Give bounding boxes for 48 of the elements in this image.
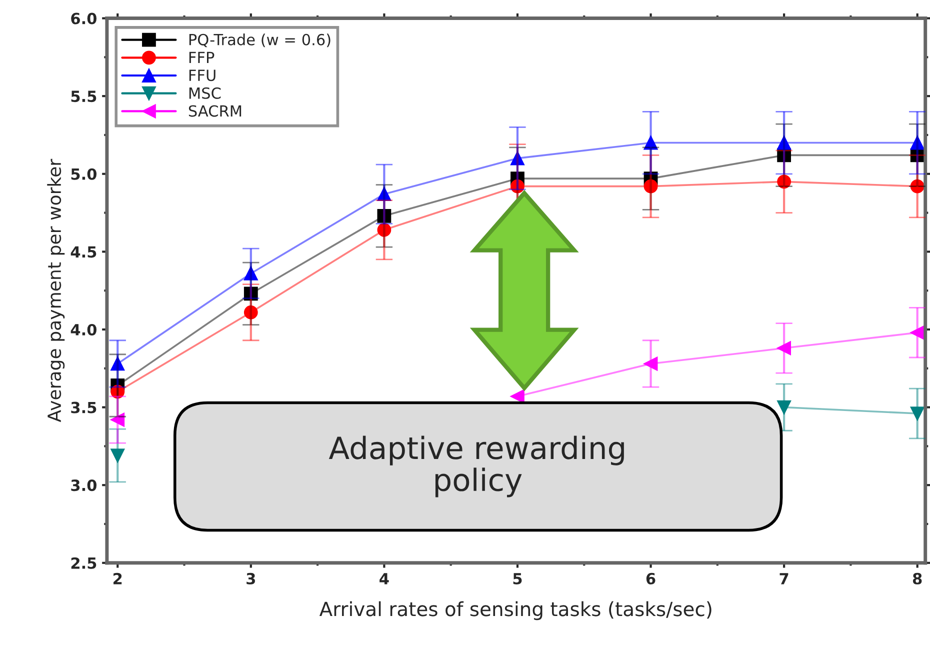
- point: [244, 305, 258, 320]
- point: [644, 136, 658, 150]
- point: [244, 286, 258, 301]
- x-tick-label: 8: [912, 572, 922, 584]
- point: [377, 208, 392, 223]
- legend-label: PQ-Trade (w = 0.6): [189, 34, 330, 48]
- point: [110, 448, 125, 462]
- point: [777, 341, 792, 356]
- point: [777, 148, 792, 162]
- y-tick-label: 2.5: [71, 557, 96, 569]
- y-axis-title: Average payment per worker: [47, 158, 65, 422]
- point: [377, 222, 392, 237]
- annotation: Adaptive rewarding policy: [328, 436, 624, 498]
- legend-label: FFU: [189, 70, 216, 82]
- y-tick-label: 6.0: [71, 12, 96, 24]
- point: [644, 179, 658, 194]
- point: [777, 136, 792, 150]
- y-tick-label: 3.5: [71, 402, 96, 414]
- x-tick-label: 7: [780, 573, 788, 584]
- y-tick-label: 5.0: [71, 168, 96, 180]
- point: [110, 412, 125, 427]
- point: [510, 389, 524, 404]
- point: [777, 174, 792, 189]
- x-tick-label: 6: [646, 572, 656, 584]
- point: [110, 356, 125, 371]
- x-tick-label: 3: [246, 572, 256, 584]
- point: [510, 179, 524, 194]
- point: [110, 384, 125, 399]
- point: [910, 136, 924, 150]
- point: [910, 326, 924, 340]
- y-tick-label: 3.0: [71, 480, 96, 492]
- x-tick-label: 2: [114, 572, 122, 584]
- point: [910, 406, 924, 420]
- legend-label: MSC: [189, 87, 221, 99]
- y-tick-label: 4.0: [70, 324, 96, 336]
- legend-label: SACRM: [188, 105, 242, 117]
- point: [244, 266, 258, 280]
- x-tick-label: 4: [380, 573, 389, 584]
- point: [644, 356, 658, 371]
- x-axis-title: Arrival rates of sensing tasks (tasks/sec): [319, 601, 712, 620]
- legend-label: FFP: [189, 52, 214, 64]
- y-tick-label: 5.5: [71, 90, 96, 102]
- point: [510, 151, 524, 166]
- point: [777, 400, 792, 414]
- point: [377, 187, 392, 202]
- point: [910, 179, 924, 194]
- y-tick-label: 4.5: [70, 246, 96, 258]
- x-tick-label: 5: [513, 573, 522, 584]
